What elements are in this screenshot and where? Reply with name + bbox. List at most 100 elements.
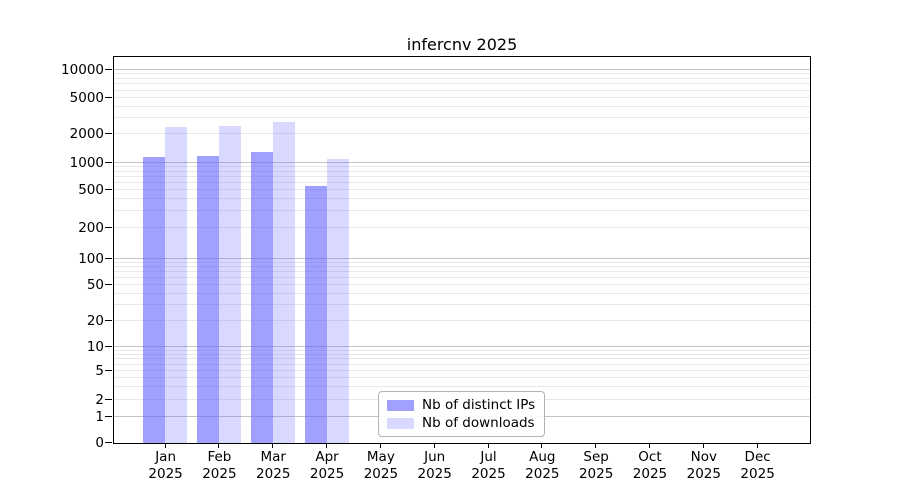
x-tick-label: Feb 2025 [202,449,237,482]
gridline-minor [113,364,810,365]
gridline-minor [113,97,810,98]
bar-downloads-feb [218,125,241,443]
x-tick-label: Aug 2025 [525,449,560,482]
y-tick [105,370,112,371]
legend-item-distinct-ips: Nb of distinct IPs [387,398,536,412]
y-tick [105,399,112,400]
legend-swatch-distinct-ips [387,399,414,411]
gridline-minor [113,198,810,199]
gridline-minor [113,171,810,172]
x-tick-label: Sep 2025 [578,449,614,482]
y-tick [105,320,112,321]
gridline-minor [113,210,810,211]
y-tick [105,346,112,347]
x-tick-label: Oct 2025 [632,449,668,482]
gridline-minor [113,354,810,355]
y-tick-label: 100 [78,251,104,267]
bar-distinct-ips-mar [250,151,273,443]
y-tick [105,189,112,190]
x-tick [326,442,328,448]
y-tick [105,284,112,285]
gridline-minor [113,176,810,177]
y-tick-label: 1000 [69,155,104,171]
bar-distinct-ips-apr [304,185,327,443]
gridline-major [113,162,810,163]
x-tick-label: Mar 2025 [256,449,291,482]
x-tick [595,442,597,448]
x-tick [541,442,543,448]
y-tick-label: 1 [95,409,104,425]
bar-downloads-apr [326,159,349,443]
gridline-minor [113,83,810,84]
gridline-minor [113,133,810,134]
plot-area [105,55,811,448]
x-tick-label: May 2025 [363,449,399,482]
chart-title: infercnv 2025 [406,35,518,54]
gridline-minor [113,293,810,294]
y-tick-label: 0 [95,435,104,451]
gridline-minor [113,370,810,371]
x-tick-label: Apr 2025 [309,449,345,482]
x-tick-label: Jun 2025 [417,449,452,482]
y-tick [105,162,112,163]
bar-downloads-jan [165,126,188,443]
gridline-minor [113,73,810,74]
y-tick-label: 2 [95,392,104,408]
x-tick [218,442,220,448]
gridline-minor [113,262,810,263]
gridline-minor [113,166,810,167]
gridline-minor [113,358,810,359]
y-tick-label: 10000 [61,62,104,78]
legend-label-distinct-ips: Nb of distinct IPs [422,397,536,413]
gridline-minor [113,227,810,228]
y-tick [105,416,112,417]
x-tick [702,442,704,448]
x-tick [272,442,274,448]
x-tick-label: Jan 2025 [148,449,183,482]
gridline-minor [113,277,810,278]
gridline-minor [113,304,810,305]
y-tick [105,97,112,98]
gridline-minor [113,320,810,321]
gridline-major [113,346,810,347]
legend: Nb of distinct IPs Nb of downloads [378,391,545,437]
gridline-minor [113,266,810,267]
y-tick [105,258,112,259]
x-tick-label: Nov 2025 [686,449,721,482]
gridline-minor [113,189,810,190]
y-tick-label: 2000 [69,126,104,142]
x-tick [648,442,650,448]
y-tick [105,227,112,228]
bar-distinct-ips-jan [143,156,166,443]
x-tick-label: Jul 2025 [471,449,506,482]
y-tick-label: 10 [86,339,104,355]
gridline-minor [113,90,810,91]
gridline-minor [113,78,810,79]
gridline-minor [113,350,810,351]
legend-label-downloads: Nb of downloads [422,415,535,431]
y-tick [105,442,112,443]
gridline-minor [113,117,810,118]
legend-item-downloads: Nb of downloads [387,416,536,430]
x-tick [164,442,166,448]
x-tick [433,442,435,448]
x-tick [379,442,381,448]
y-tick-label: 50 [86,277,104,293]
gridline-minor [113,271,810,272]
gridline-minor [113,284,810,285]
x-tick [756,442,758,448]
y-tick [105,133,112,134]
y-tick-label: 500 [78,182,104,198]
y-tick [105,69,112,70]
y-tick-label: 200 [78,220,104,236]
gridline-major [113,69,810,70]
gridline-major [113,258,810,259]
bar-downloads-mar [272,121,295,443]
x-tick [487,442,489,448]
gridline-minor [113,386,810,387]
gridline-minor [113,106,810,107]
legend-swatch-downloads [387,417,414,429]
y-tick-label: 20 [86,313,104,329]
x-tick-label: Dec 2025 [740,449,775,482]
